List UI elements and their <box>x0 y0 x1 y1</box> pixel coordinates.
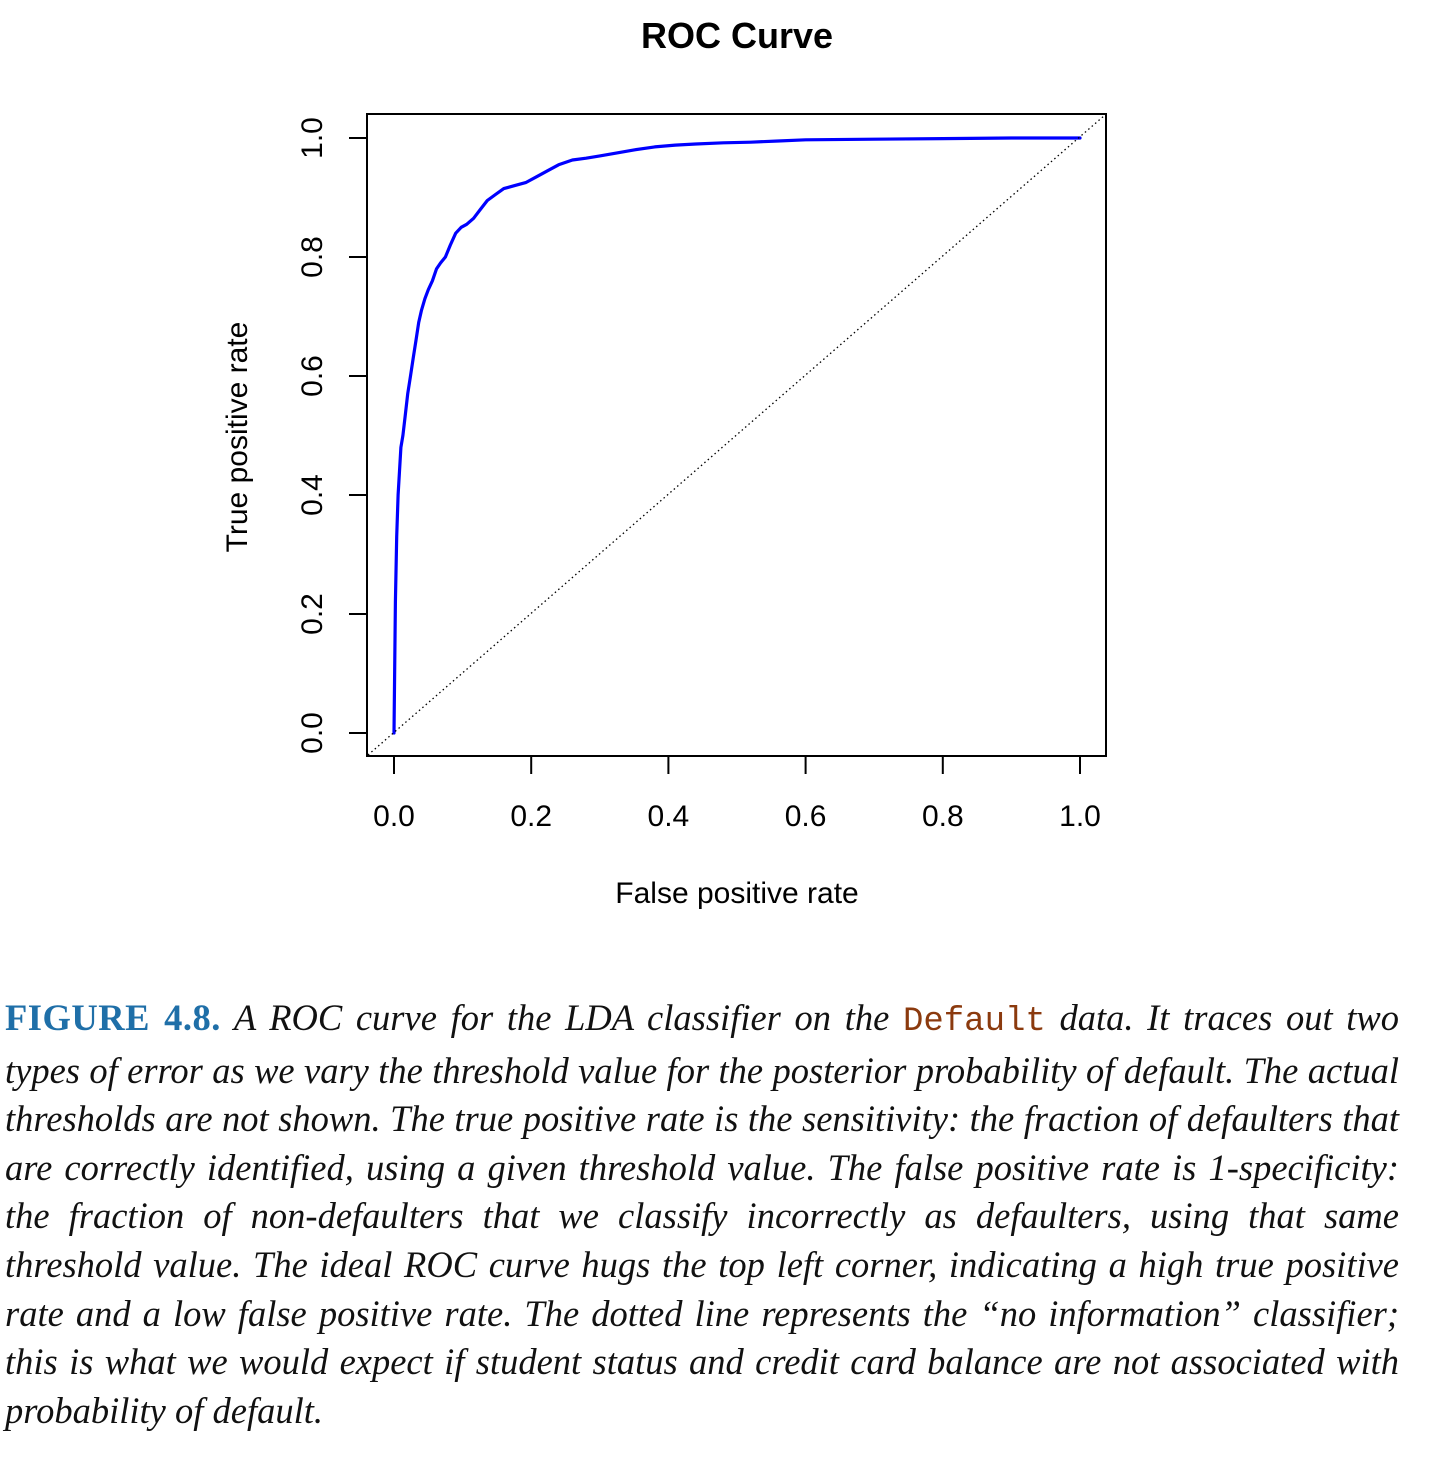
x-axis-label: False positive rate <box>615 877 858 910</box>
y-tick-label: 0.6 <box>296 355 329 397</box>
figure-label: FIGURE 4.8. <box>5 997 221 1038</box>
no-information-diagonal <box>367 114 1106 756</box>
y-axis: 0.0 0.2 0.4 0.6 0.8 1.0 <box>296 117 368 754</box>
x-tick-label: 0.2 <box>510 800 552 833</box>
figure-caption: FIGURE 4.8. A ROC curve for the LDA clas… <box>5 994 1399 1435</box>
y-tick-label: 0.2 <box>296 593 329 635</box>
x-tick-label: 0.6 <box>785 800 827 833</box>
caption-text-rest: data. It traces out two types of error a… <box>5 997 1400 1431</box>
y-axis-label: True positive rate <box>221 322 254 553</box>
series-layer <box>367 114 1106 756</box>
x-tick-label: 0.0 <box>373 800 415 833</box>
x-tick-label: 0.8 <box>922 800 964 833</box>
y-tick-label: 0.4 <box>296 474 329 516</box>
chart-title: ROC Curve <box>641 15 833 56</box>
dataset-name: Default <box>902 1003 1046 1041</box>
y-tick-label: 0.0 <box>296 712 329 754</box>
y-tick-label: 0.8 <box>296 236 329 278</box>
x-tick-label: 1.0 <box>1059 800 1101 833</box>
roc-curve-line <box>392 136 1082 735</box>
x-axis: 0.0 0.2 0.4 0.6 0.8 1.0 <box>373 755 1101 833</box>
caption-text-start: A ROC curve for the LDA classifier on th… <box>233 997 890 1038</box>
y-tick-label: 1.0 <box>296 117 329 159</box>
roc-chart: ROC Curve 0.0 0.2 0.4 0.6 0.8 1.0 0.00.20.40.… <box>221 15 1107 910</box>
x-tick-label: 0.4 <box>648 800 690 833</box>
